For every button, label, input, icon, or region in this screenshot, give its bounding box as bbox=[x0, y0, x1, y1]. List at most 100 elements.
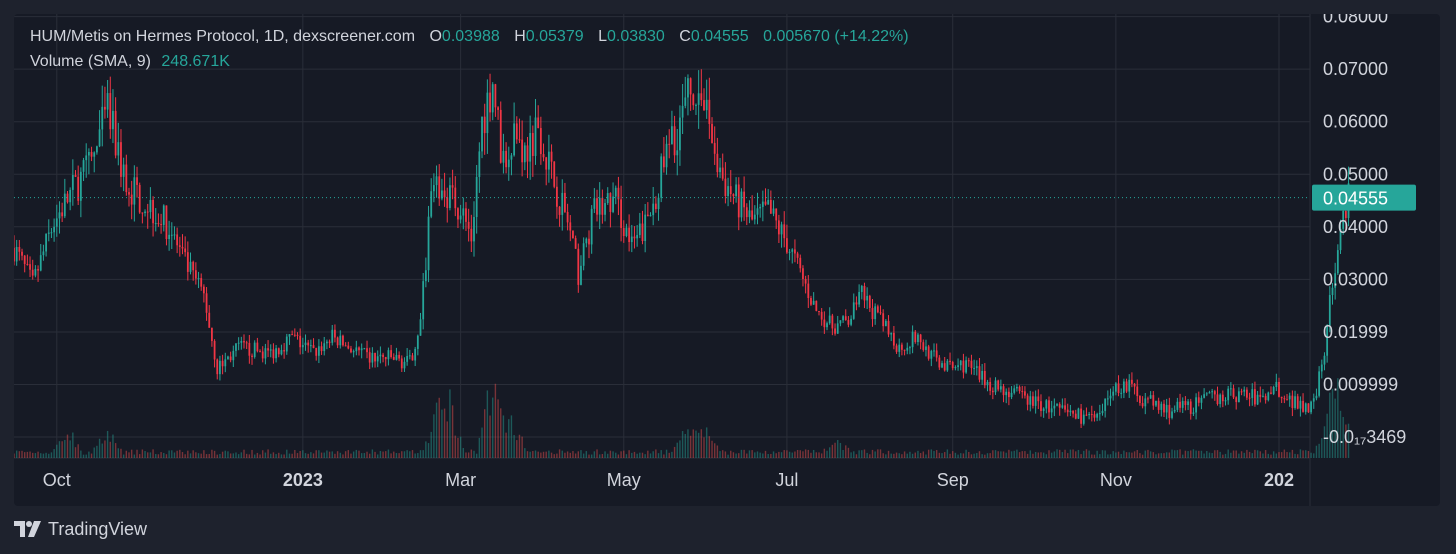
candle-body bbox=[120, 142, 122, 177]
candle-body bbox=[887, 320, 890, 335]
volume-bar bbox=[446, 421, 448, 458]
volume-bar bbox=[1002, 451, 1005, 458]
candle-body bbox=[93, 152, 96, 157]
volume-bar bbox=[312, 453, 315, 458]
volume-bar bbox=[970, 454, 973, 458]
candle-body bbox=[1334, 273, 1337, 288]
candle-body bbox=[320, 346, 323, 352]
candle-body bbox=[213, 340, 216, 360]
candle-body bbox=[229, 356, 232, 361]
candle-body bbox=[868, 295, 871, 308]
candle-body bbox=[1136, 386, 1139, 397]
volume-bar bbox=[751, 450, 753, 458]
candle-body bbox=[933, 350, 935, 352]
candle-body bbox=[788, 251, 791, 253]
volume-bar bbox=[200, 453, 202, 458]
candle-body bbox=[478, 151, 481, 178]
candle-body bbox=[173, 234, 176, 236]
volume-bar bbox=[1008, 449, 1010, 458]
candle-body bbox=[553, 161, 556, 187]
candle-body bbox=[438, 176, 441, 199]
candle-body bbox=[539, 128, 542, 155]
volume-bar bbox=[371, 449, 374, 458]
candle-body bbox=[1098, 413, 1101, 415]
volume-bar bbox=[1085, 449, 1088, 458]
volume-bar bbox=[72, 432, 74, 458]
volume-bar bbox=[109, 441, 111, 458]
volume-bar bbox=[671, 451, 673, 458]
volume-bar bbox=[1147, 449, 1149, 458]
volume-bar bbox=[866, 452, 868, 458]
candle-body bbox=[721, 167, 724, 179]
candle-body bbox=[930, 350, 933, 359]
candle-body bbox=[227, 356, 229, 360]
candle-body bbox=[42, 251, 45, 256]
volume-bar bbox=[574, 453, 577, 458]
price-tick-label: 0.009999 bbox=[1323, 374, 1398, 394]
candle-body bbox=[449, 185, 451, 209]
candle-body bbox=[1109, 395, 1112, 399]
candle-body bbox=[104, 106, 106, 110]
candle-body bbox=[1093, 414, 1096, 418]
volume-bar bbox=[598, 454, 601, 458]
volume-bar bbox=[475, 453, 478, 458]
candle-body bbox=[26, 264, 29, 266]
volume-bar bbox=[540, 452, 542, 458]
volume-bar bbox=[422, 450, 424, 458]
volume-bar bbox=[459, 436, 462, 458]
candle-body bbox=[216, 359, 219, 375]
volume-bar bbox=[679, 440, 681, 458]
candle-body bbox=[1278, 381, 1280, 397]
candle-body bbox=[1173, 409, 1176, 412]
candle-body bbox=[283, 350, 286, 352]
candle-body bbox=[1192, 412, 1195, 414]
candle-body bbox=[1299, 400, 1302, 409]
volume-bar bbox=[117, 448, 120, 458]
candle-body bbox=[1246, 389, 1248, 398]
volume-bar bbox=[443, 408, 446, 458]
volume-bar bbox=[513, 435, 515, 458]
volume-bar bbox=[828, 447, 831, 458]
volume-bar bbox=[1184, 450, 1187, 458]
candle-body bbox=[1016, 386, 1018, 389]
candle-body bbox=[1106, 398, 1109, 400]
candle-body bbox=[1005, 391, 1008, 396]
candle-body bbox=[267, 348, 269, 351]
volume-bar bbox=[451, 405, 454, 458]
candle-body bbox=[112, 110, 114, 130]
candle-body bbox=[1061, 405, 1064, 408]
candle-body bbox=[874, 306, 877, 320]
candle-body bbox=[668, 143, 671, 145]
candle-body bbox=[842, 316, 844, 321]
price-tick-label: 0.03000 bbox=[1323, 269, 1388, 289]
volume-bar bbox=[660, 450, 662, 458]
volume-bar bbox=[98, 438, 101, 458]
candle-body bbox=[334, 329, 336, 338]
candle-body bbox=[398, 354, 401, 359]
candle-body bbox=[767, 199, 770, 205]
volume-bar bbox=[713, 443, 716, 458]
candle-body bbox=[978, 366, 981, 380]
volume-bar bbox=[949, 453, 951, 458]
candle-body bbox=[1240, 391, 1243, 393]
candle-body bbox=[901, 344, 903, 350]
candle-body bbox=[1179, 401, 1181, 408]
chart-frame[interactable]: 0.08000 0.07000 0.06000 0.05000 0.04000 0.030… bbox=[14, 14, 1440, 506]
volume-bar bbox=[1133, 451, 1136, 458]
volume-bar bbox=[807, 449, 810, 458]
candle-body bbox=[622, 227, 625, 237]
volume-bar bbox=[18, 451, 21, 458]
low-value: 0.03830 bbox=[606, 28, 665, 45]
volume-bar bbox=[1099, 454, 1101, 458]
candle-body bbox=[884, 320, 887, 327]
candle-body bbox=[1254, 389, 1256, 405]
volume-bar bbox=[952, 451, 954, 458]
price-chart[interactable]: 0.08000 0.07000 0.06000 0.05000 0.04000 0.030… bbox=[14, 14, 1440, 506]
candle-body bbox=[991, 390, 994, 393]
candle-body bbox=[572, 230, 574, 239]
candle-body bbox=[101, 106, 104, 130]
candle-body bbox=[892, 332, 895, 346]
volume-bar bbox=[128, 452, 130, 458]
candle-body bbox=[1053, 405, 1056, 409]
volume-bar bbox=[1235, 450, 1237, 458]
